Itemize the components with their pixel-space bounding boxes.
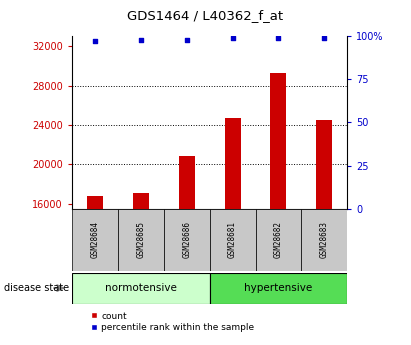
- Text: GSM28685: GSM28685: [136, 221, 145, 258]
- Bar: [133, 193, 149, 209]
- Bar: [301, 209, 347, 271]
- Text: normotensive: normotensive: [105, 283, 177, 293]
- Point: [183, 37, 190, 42]
- Legend: count, percentile rank within the sample: count, percentile rank within the sample: [90, 312, 254, 332]
- Bar: [164, 209, 210, 271]
- Point: [137, 37, 144, 42]
- Bar: [179, 157, 195, 209]
- Point: [229, 35, 236, 41]
- Bar: [210, 273, 347, 304]
- Text: GSM28682: GSM28682: [274, 221, 283, 258]
- Point: [275, 35, 282, 41]
- Bar: [210, 209, 256, 271]
- Bar: [118, 209, 164, 271]
- Text: disease state: disease state: [4, 283, 69, 293]
- Text: GSM28686: GSM28686: [182, 221, 191, 258]
- Bar: [224, 118, 240, 209]
- Bar: [72, 273, 210, 304]
- Point: [321, 35, 328, 41]
- Text: GSM28684: GSM28684: [90, 221, 99, 258]
- Bar: [87, 196, 103, 209]
- Bar: [316, 120, 332, 209]
- Text: GSM28681: GSM28681: [228, 221, 237, 258]
- Text: GSM28683: GSM28683: [320, 221, 329, 258]
- Text: GDS1464 / L40362_f_at: GDS1464 / L40362_f_at: [127, 9, 284, 22]
- Text: hypertensive: hypertensive: [244, 283, 313, 293]
- Point: [92, 39, 98, 44]
- Bar: [72, 209, 118, 271]
- Bar: [256, 209, 301, 271]
- Bar: [270, 73, 286, 209]
